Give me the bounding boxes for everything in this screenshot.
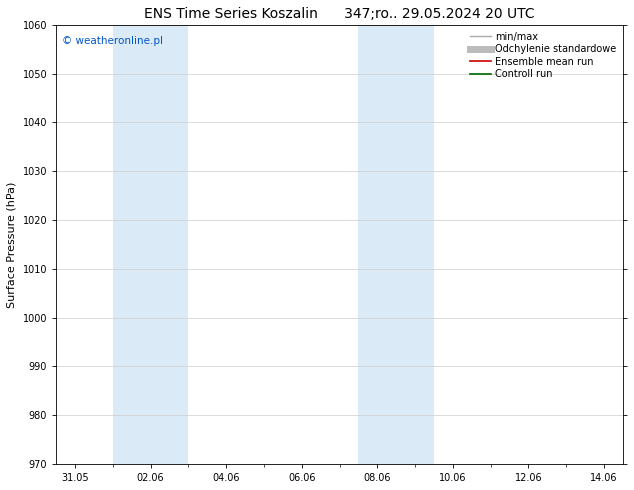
Title: ENS Time Series Koszalin      347;ro.. 29.05.2024 20 UTC: ENS Time Series Koszalin 347;ro.. 29.05.… (144, 7, 535, 21)
Text: © weatheronline.pl: © weatheronline.pl (62, 36, 163, 46)
Bar (358, 25, 434, 464)
Legend: min/max, Odchylenie standardowe, Ensemble mean run, Controll run: min/max, Odchylenie standardowe, Ensembl… (468, 30, 618, 81)
Y-axis label: Surface Pressure (hPa): Surface Pressure (hPa) (7, 181, 17, 308)
Bar (113, 25, 188, 464)
